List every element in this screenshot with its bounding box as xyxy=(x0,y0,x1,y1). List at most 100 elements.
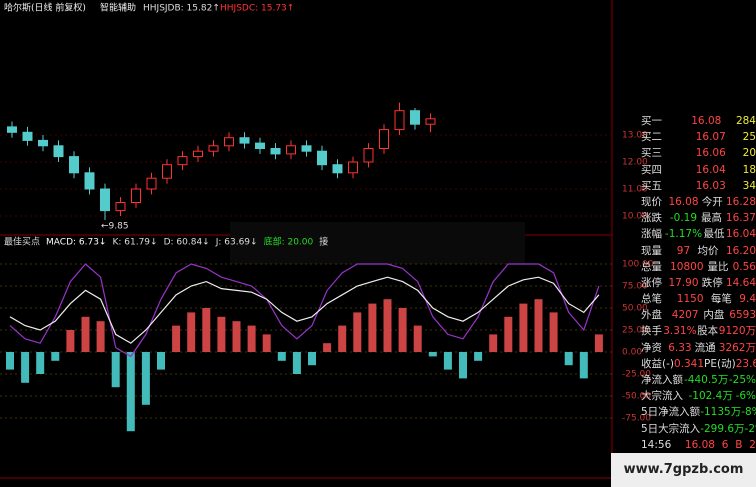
quote-cell: 现价 xyxy=(641,195,662,208)
candle-body xyxy=(69,156,79,174)
histogram-bar xyxy=(428,352,437,357)
histogram-bar xyxy=(504,316,513,352)
indicator-tick: -50.00 xyxy=(622,392,651,402)
indicator-tick: 50.00 xyxy=(622,304,648,314)
quote-cell: -1.17% xyxy=(664,228,703,241)
indicator-label: 最佳买点 xyxy=(4,236,40,248)
quote-cell: 最高 xyxy=(700,212,722,225)
quote-row: 涨跌 -0.19 最高 16.37 xyxy=(641,210,756,226)
quote-cell: 均价 xyxy=(697,244,719,257)
quote-cell: 3.31% xyxy=(663,325,697,338)
j-line xyxy=(9,263,600,358)
histogram-bar xyxy=(368,303,377,352)
quote-cell: 16.07 xyxy=(695,131,726,144)
quote-cell: 净流入额 xyxy=(641,374,683,386)
candle-body xyxy=(379,129,389,150)
indicator-label: 底部: 20.00 xyxy=(264,236,314,248)
quote-cell: 涨停 xyxy=(641,276,662,289)
quote-row: 5日大宗流入-299.6万-2% xyxy=(641,421,756,437)
indicator-label: MACD: 6.73↓ xyxy=(46,238,106,248)
histogram-bar xyxy=(81,316,90,352)
histogram-bar xyxy=(383,299,392,352)
quote-cell: 换手 xyxy=(641,325,662,338)
price-tick: 12.00 xyxy=(622,158,648,168)
quote-cell: 17.90 xyxy=(668,276,699,289)
quote-cell: 16.03 xyxy=(695,179,726,192)
quote-cell: 0.341 xyxy=(673,357,705,370)
histogram-bar xyxy=(51,352,60,361)
quote-cell: 284 xyxy=(735,115,756,127)
quote-row: 14:56 16.08 6 B 2 xyxy=(641,437,756,453)
histogram-bar xyxy=(308,352,316,366)
histogram-bar xyxy=(489,334,498,352)
indicator-label: D: 60.84↓ xyxy=(164,238,210,248)
quote-cell: 总笔 xyxy=(641,293,662,306)
quote-cell: -2% xyxy=(744,422,756,435)
quote-cell: 买一 xyxy=(641,115,662,127)
quote-cell: 16.20 xyxy=(725,244,756,257)
candle-body xyxy=(317,150,327,166)
quote-row: 总笔 1150 每笔 9.4 xyxy=(641,291,756,307)
quote-cell: PE(动) xyxy=(704,357,736,370)
quote-cell: 16.37 xyxy=(725,212,756,225)
low-label: ←9.85 xyxy=(101,222,129,232)
candle-body xyxy=(100,188,110,212)
histogram-bar xyxy=(262,334,271,352)
histogram-bar xyxy=(111,352,120,388)
quote-cell: 最低 xyxy=(703,228,725,241)
indicator-tick: -25.00 xyxy=(622,370,651,380)
quote-cell: 股本 xyxy=(697,325,719,338)
quote-cell: -8% xyxy=(741,406,756,419)
quote-cell: 16.06 xyxy=(695,147,726,160)
histogram-bar xyxy=(292,352,301,374)
title: 哈尔斯(日线 前复权) xyxy=(4,2,86,14)
quote-cell: 25 xyxy=(742,131,756,144)
quote-cell: 涨跌 xyxy=(641,212,662,225)
quote-cell: 14:56 xyxy=(641,438,672,451)
candle-body xyxy=(270,148,281,155)
candle-body xyxy=(425,118,436,125)
candle-body xyxy=(115,202,126,212)
quote-cell: 14.64 xyxy=(725,276,756,289)
candle-body xyxy=(162,164,172,179)
histogram-bar xyxy=(172,325,181,352)
histogram-bar xyxy=(36,352,45,374)
candle-body xyxy=(301,145,312,152)
quote-row: 现价 16.08 今开 16.28 xyxy=(641,194,756,210)
quote-row: 收益(-) 0.341 PE(动) 23.6 xyxy=(641,356,756,372)
quote-cell: 6.33 xyxy=(668,341,692,354)
quote-cell: 97 xyxy=(676,244,691,257)
price-tick: 10.00 xyxy=(622,212,648,222)
candle-body xyxy=(286,145,296,155)
quote-row: 涨幅 -1.17% 最低 16.04 xyxy=(641,226,756,242)
quote-cell: 流通 xyxy=(694,341,716,354)
quote-cell: 16.04 xyxy=(695,163,726,176)
candle-body xyxy=(146,177,157,190)
quote-row: 买四 16.04 18 xyxy=(641,162,756,178)
quote-cell: 9120万 xyxy=(718,325,756,338)
quote-row: 大宗流入 -102.4万 -6% xyxy=(641,388,756,404)
quote-cell: 总量 xyxy=(641,260,662,273)
indicator: HHJSJDB: 15.82↑ xyxy=(143,4,220,14)
quote-cell: 现量 xyxy=(641,244,662,257)
quote-cell: B xyxy=(735,438,743,451)
quote-cell: 20 xyxy=(742,147,756,160)
quote-cell: 16.08 xyxy=(684,438,715,451)
quote-cell: 外盘 xyxy=(641,309,662,322)
histogram-bar xyxy=(187,312,196,352)
quote-panel: 买一 16.08 284 买二 16.07 25 买三 16.06 20 买四 16.04 18 买五 1… xyxy=(641,113,756,469)
candle-body xyxy=(7,126,17,133)
quote-row: 买二 16.07 25 xyxy=(641,129,756,145)
quote-row: 买五 16.03 34 xyxy=(641,178,756,194)
histogram-bar xyxy=(338,325,347,352)
quote-cell: 今开 xyxy=(701,195,723,208)
candle-body xyxy=(193,150,203,158)
quote-row: 换手 3.31% 股本 9120万 xyxy=(641,323,756,339)
quote-cell: 10800 xyxy=(670,260,704,273)
quote-cell: -102.4万 xyxy=(688,390,733,403)
indicator-tick: 75.00 xyxy=(622,282,648,292)
indicator-label: K: 61.79↓ xyxy=(112,238,157,248)
quote-cell: 每笔 xyxy=(710,293,732,306)
k-line xyxy=(9,276,600,344)
